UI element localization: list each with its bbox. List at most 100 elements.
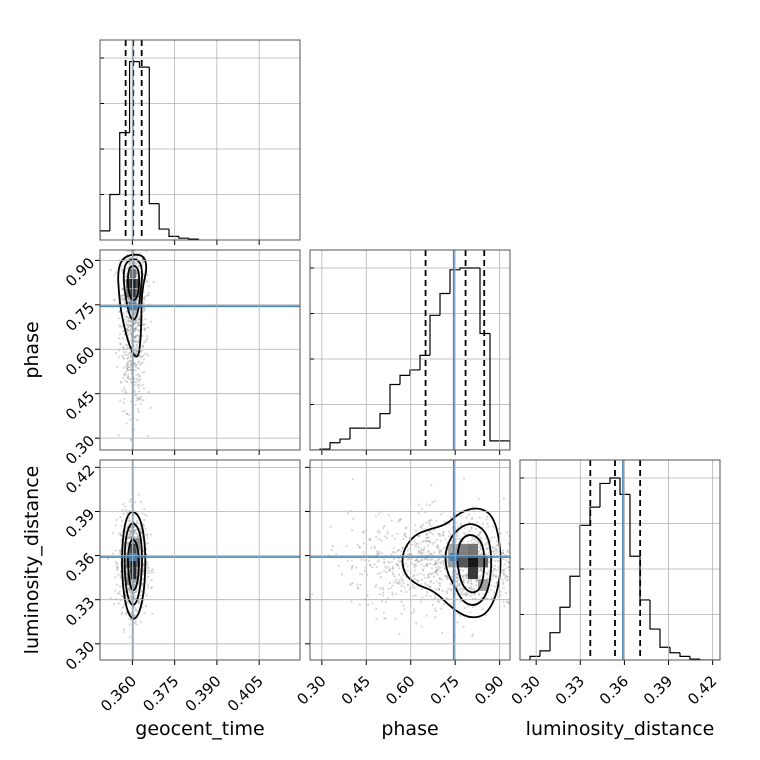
sample-point bbox=[136, 521, 139, 525]
sample-point bbox=[421, 523, 425, 526]
sample-point bbox=[145, 533, 148, 536]
sample-point bbox=[413, 569, 416, 572]
sample-point bbox=[416, 580, 420, 583]
sample-point bbox=[400, 612, 403, 615]
sample-point bbox=[461, 574, 464, 577]
sample-point bbox=[480, 567, 483, 570]
sample-point bbox=[456, 576, 459, 579]
sample-point bbox=[424, 563, 428, 566]
sample-point bbox=[488, 560, 491, 563]
sample-point bbox=[442, 562, 445, 565]
sample-point bbox=[382, 526, 385, 529]
sample-point bbox=[351, 477, 354, 481]
sample-point bbox=[400, 517, 403, 521]
sample-point bbox=[147, 541, 150, 545]
sample-point bbox=[502, 497, 506, 500]
sample-point bbox=[418, 542, 421, 545]
sample-point bbox=[128, 244, 130, 246]
sample-point bbox=[413, 566, 416, 569]
sample-point bbox=[128, 264, 131, 267]
sample-point bbox=[134, 261, 137, 264]
sample-point bbox=[132, 377, 136, 380]
sample-point bbox=[395, 551, 398, 554]
sample-point bbox=[423, 546, 426, 549]
sample-point bbox=[141, 512, 144, 515]
sample-point bbox=[393, 546, 396, 550]
panel-plot-area bbox=[100, 460, 300, 660]
sample-point bbox=[478, 593, 481, 597]
sample-point bbox=[459, 588, 462, 591]
sample-point bbox=[350, 600, 353, 603]
sample-point bbox=[133, 311, 136, 314]
sample-point bbox=[135, 623, 138, 626]
sample-point bbox=[128, 519, 132, 522]
sample-point bbox=[450, 539, 454, 543]
sample-point bbox=[334, 552, 338, 556]
sample-point bbox=[121, 376, 125, 380]
sample-point bbox=[432, 563, 435, 566]
sample-point bbox=[143, 328, 146, 331]
sample-point bbox=[122, 312, 126, 315]
sample-point bbox=[390, 560, 394, 564]
sample-point bbox=[137, 318, 140, 322]
sample-point bbox=[413, 608, 416, 611]
sample-point bbox=[464, 574, 467, 577]
sample-point bbox=[383, 570, 386, 573]
sample-point bbox=[496, 595, 499, 598]
sample-point bbox=[426, 565, 429, 568]
sample-point bbox=[511, 556, 513, 558]
sample-point bbox=[413, 559, 417, 562]
sample-point bbox=[137, 373, 140, 376]
sample-point bbox=[134, 335, 137, 338]
sample-point bbox=[136, 324, 139, 327]
sample-point bbox=[379, 575, 382, 579]
sample-point bbox=[128, 595, 132, 599]
sample-point bbox=[125, 351, 128, 354]
sample-point bbox=[384, 565, 387, 568]
sample-point bbox=[505, 574, 508, 578]
sample-point bbox=[128, 320, 131, 324]
sample-point bbox=[502, 586, 506, 589]
density-cell bbox=[478, 579, 489, 591]
sample-point bbox=[126, 376, 130, 379]
sample-point bbox=[118, 333, 121, 336]
sample-point bbox=[479, 536, 482, 539]
sample-point bbox=[139, 350, 142, 354]
sample-point bbox=[395, 578, 398, 581]
sample-point bbox=[128, 413, 131, 417]
sample-point bbox=[478, 542, 481, 545]
sample-point bbox=[134, 319, 138, 322]
sample-point bbox=[395, 581, 398, 584]
sample-point bbox=[133, 529, 136, 532]
sample-point bbox=[398, 567, 401, 570]
sample-point bbox=[480, 548, 483, 551]
sample-point bbox=[123, 298, 126, 301]
sample-point bbox=[436, 569, 439, 572]
sample-point bbox=[460, 590, 463, 594]
sample-point bbox=[129, 324, 132, 328]
sample-point bbox=[479, 531, 482, 534]
sample-point bbox=[122, 386, 126, 390]
sample-point bbox=[507, 601, 510, 604]
sample-point bbox=[388, 569, 391, 572]
sample-point bbox=[375, 550, 379, 553]
sample-point bbox=[373, 547, 376, 550]
sample-point bbox=[438, 577, 441, 581]
sample-point bbox=[492, 573, 495, 576]
sample-point bbox=[442, 531, 445, 534]
sample-point bbox=[475, 580, 478, 583]
sample-point bbox=[401, 580, 404, 583]
sample-point bbox=[129, 438, 132, 441]
sample-point bbox=[129, 618, 132, 621]
sample-point bbox=[141, 605, 144, 609]
histogram-bin bbox=[158, 203, 170, 230]
sample-point bbox=[134, 394, 138, 397]
sample-point bbox=[133, 313, 136, 316]
sample-point bbox=[402, 537, 405, 541]
sample-point bbox=[129, 418, 132, 421]
x-tick-label: 0.36 bbox=[596, 672, 632, 708]
sample-point bbox=[368, 537, 371, 540]
sample-point bbox=[141, 361, 144, 364]
sample-point bbox=[136, 343, 139, 347]
sample-point bbox=[360, 558, 363, 561]
